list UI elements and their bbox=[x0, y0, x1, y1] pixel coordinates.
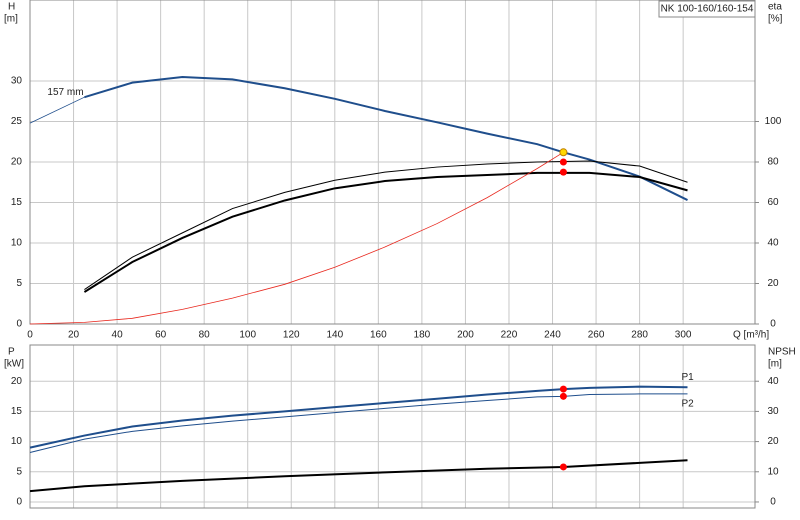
y2-tick-label: 100 bbox=[765, 116, 782, 127]
y-tick-label: 10 bbox=[11, 436, 23, 447]
plot-frame bbox=[29, 344, 756, 509]
y-tick-label: 10 bbox=[11, 238, 23, 249]
x-tick-label: 0 bbox=[27, 330, 33, 341]
y-tick-label: 15 bbox=[11, 197, 23, 208]
curve bbox=[29, 393, 688, 453]
x-tick-label: 260 bbox=[588, 330, 605, 341]
y2-axis-unit: [m] bbox=[768, 359, 782, 370]
curve bbox=[29, 385, 688, 449]
y-axis-unit: [m] bbox=[4, 14, 18, 25]
x-tick-label: 200 bbox=[457, 330, 474, 341]
curve bbox=[29, 459, 688, 493]
y-axis-label: P bbox=[8, 347, 15, 358]
duty-point bbox=[559, 168, 567, 176]
series-label: P2 bbox=[682, 399, 695, 410]
badge: NK 100-160/160-154 bbox=[661, 4, 754, 15]
x-tick-label: 180 bbox=[414, 330, 431, 341]
y2-tick-label: 0 bbox=[770, 319, 776, 330]
duty-point bbox=[559, 392, 567, 400]
curve bbox=[29, 96, 85, 124]
y2-tick-label: 40 bbox=[767, 238, 779, 249]
x-tick-label: 280 bbox=[631, 330, 648, 341]
y2-axis-label: NPSH bbox=[768, 347, 796, 358]
y2-tick-label: 30 bbox=[767, 406, 779, 417]
y-axis-unit: [kW] bbox=[4, 359, 24, 370]
x-tick-label: 60 bbox=[155, 330, 167, 341]
y-tick-label: 30 bbox=[11, 76, 23, 87]
y2-tick-label: 40 bbox=[767, 376, 779, 387]
x-tick-label: 40 bbox=[112, 330, 124, 341]
y-tick-label: 5 bbox=[16, 466, 22, 477]
badge-box bbox=[658, 0, 756, 18]
y2-axis-unit: [%] bbox=[768, 14, 783, 25]
annotation: 157 mm bbox=[47, 87, 83, 98]
y2-tick-label: 20 bbox=[767, 278, 779, 289]
y-axis-label: H bbox=[8, 2, 15, 13]
curve bbox=[83, 171, 688, 293]
duty-point bbox=[559, 148, 568, 157]
curve bbox=[29, 151, 564, 325]
y2-tick-label: 0 bbox=[770, 497, 776, 508]
y2-tick-label: 60 bbox=[767, 197, 779, 208]
series-label: P1 bbox=[682, 372, 695, 383]
x-tick-label: 220 bbox=[501, 330, 518, 341]
plot-frame bbox=[29, 0, 756, 325]
y-tick-label: 25 bbox=[11, 116, 23, 127]
y2-axis-label: eta bbox=[768, 2, 782, 13]
y2-tick-label: 10 bbox=[767, 466, 779, 477]
x-tick-label: 20 bbox=[68, 330, 80, 341]
duty-point bbox=[559, 463, 567, 471]
x-tick-label: 100 bbox=[239, 330, 256, 341]
curve bbox=[84, 75, 688, 201]
y-tick-label: 20 bbox=[11, 376, 23, 387]
x-tick-label: 120 bbox=[283, 330, 300, 341]
x-tick-label: 240 bbox=[544, 330, 561, 341]
x-tick-label: 80 bbox=[199, 330, 211, 341]
duty-point bbox=[559, 385, 567, 393]
x-tick-label: 300 bbox=[675, 330, 692, 341]
x-tick-label: 160 bbox=[370, 330, 387, 341]
y-tick-label: 5 bbox=[16, 278, 22, 289]
y2-tick-label: 80 bbox=[767, 157, 779, 168]
y-tick-label: 15 bbox=[11, 406, 23, 417]
duty-point bbox=[559, 158, 567, 166]
y2-tick-label: 20 bbox=[767, 436, 779, 447]
x-tick-label: 140 bbox=[326, 330, 343, 341]
x-axis-label: Q [m³/h] bbox=[733, 330, 769, 341]
y-tick-label: 0 bbox=[16, 497, 22, 508]
curve bbox=[84, 160, 688, 290]
y-tick-label: 20 bbox=[11, 157, 23, 168]
y-tick-label: 0 bbox=[16, 319, 22, 330]
